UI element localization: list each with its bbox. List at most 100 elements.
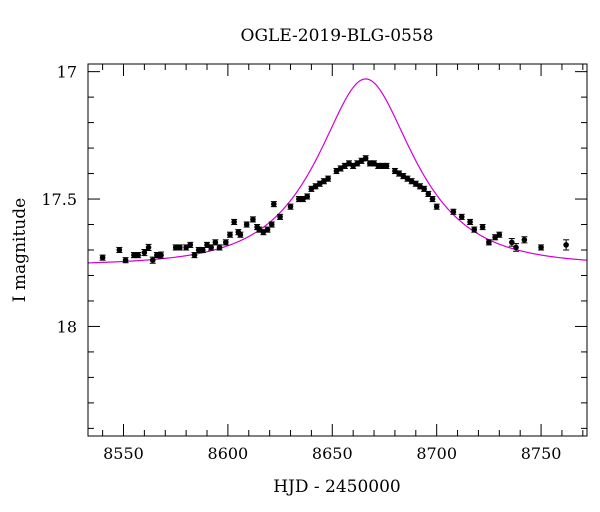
data-marker xyxy=(212,239,219,246)
data-marker xyxy=(122,257,129,263)
data-point xyxy=(295,195,302,203)
data-point xyxy=(222,239,229,246)
data-marker xyxy=(260,229,267,235)
data-marker xyxy=(145,244,152,251)
data-point xyxy=(563,239,570,251)
data-point xyxy=(212,239,219,246)
data-marker xyxy=(371,160,377,167)
data-point xyxy=(172,244,179,251)
data-marker xyxy=(392,168,398,174)
data-point xyxy=(243,221,250,228)
data-marker xyxy=(256,226,263,233)
data-point xyxy=(467,218,474,226)
data-marker xyxy=(408,178,415,185)
data-point xyxy=(153,252,160,259)
data-point xyxy=(231,218,238,226)
data-marker xyxy=(216,244,223,251)
data-marker xyxy=(379,163,386,169)
data-marker xyxy=(479,224,486,230)
data-marker xyxy=(231,219,237,225)
data-marker xyxy=(316,180,323,187)
data-marker xyxy=(222,239,229,246)
data-point xyxy=(122,257,129,264)
data-point xyxy=(383,162,390,169)
data-point xyxy=(304,193,311,200)
data-marker xyxy=(277,214,283,220)
data-marker xyxy=(237,231,244,238)
data-marker xyxy=(172,244,179,251)
data-marker xyxy=(187,242,194,248)
x-tick-label: 8650 xyxy=(312,444,353,463)
data-marker xyxy=(195,247,202,253)
data-marker xyxy=(404,175,411,182)
data-point xyxy=(421,185,428,192)
x-tick-label: 8550 xyxy=(103,444,144,463)
data-point xyxy=(400,173,407,180)
data-point xyxy=(287,203,294,210)
data-marker xyxy=(131,252,137,258)
data-marker xyxy=(375,163,382,169)
data-point xyxy=(216,244,223,251)
data-marker xyxy=(227,231,233,238)
data-marker xyxy=(204,242,210,248)
data-marker xyxy=(367,160,373,167)
data-point xyxy=(429,195,436,203)
x-tick-label: 8750 xyxy=(521,444,562,463)
data-marker xyxy=(467,219,473,225)
data-marker xyxy=(450,208,457,215)
data-point xyxy=(325,175,332,182)
data-marker xyxy=(268,221,275,228)
data-marker xyxy=(513,244,519,251)
data-point xyxy=(479,224,486,231)
data-point xyxy=(99,254,106,261)
chart-title: OGLE-2019-BLG-0558 xyxy=(241,26,434,46)
data-point xyxy=(208,244,215,251)
y-tick-label: 17 xyxy=(57,63,77,82)
data-marker xyxy=(383,163,390,169)
data-marker xyxy=(396,170,402,177)
y-tick-labels: 17 17.5 18 xyxy=(41,63,77,337)
data-point xyxy=(187,241,194,248)
data-point xyxy=(135,252,142,259)
data-point xyxy=(471,226,478,233)
model-curve xyxy=(87,78,588,264)
data-marker xyxy=(154,252,160,258)
data-marker xyxy=(135,252,141,258)
data-point xyxy=(425,190,432,197)
data-marker xyxy=(191,252,198,258)
data-marker xyxy=(312,183,319,190)
data-marker xyxy=(538,244,544,251)
data-marker xyxy=(471,226,478,233)
data-marker xyxy=(521,237,528,243)
data-marker xyxy=(509,239,515,246)
data-point xyxy=(237,231,244,238)
data-marker xyxy=(492,234,498,241)
data-marker xyxy=(296,196,302,202)
data-point xyxy=(308,185,315,192)
data-point xyxy=(158,251,165,259)
data-marker xyxy=(308,186,315,192)
data-marker xyxy=(563,242,569,248)
axes-ticks xyxy=(88,64,587,436)
y-tick-label: 17.5 xyxy=(41,190,77,209)
data-point xyxy=(141,248,148,257)
data-marker xyxy=(304,193,311,200)
data-point xyxy=(270,201,277,208)
data-point xyxy=(458,213,465,220)
data-point xyxy=(333,167,340,175)
y-axis-label: I magnitude xyxy=(10,198,30,302)
data-marker xyxy=(321,178,327,185)
data-point xyxy=(268,221,275,228)
x-tick-labels: 8550 8600 8650 8700 8750 xyxy=(103,444,561,463)
x-axis-label: HJD - 2450000 xyxy=(273,477,401,497)
data-point xyxy=(249,216,256,223)
data-point xyxy=(362,155,369,162)
data-point xyxy=(204,241,211,248)
data-point xyxy=(371,160,378,167)
data-point xyxy=(496,231,503,238)
data-point xyxy=(191,252,198,259)
data-marker xyxy=(158,252,164,258)
data-point xyxy=(300,195,307,203)
data-point xyxy=(485,239,492,246)
data-marker xyxy=(250,216,256,223)
